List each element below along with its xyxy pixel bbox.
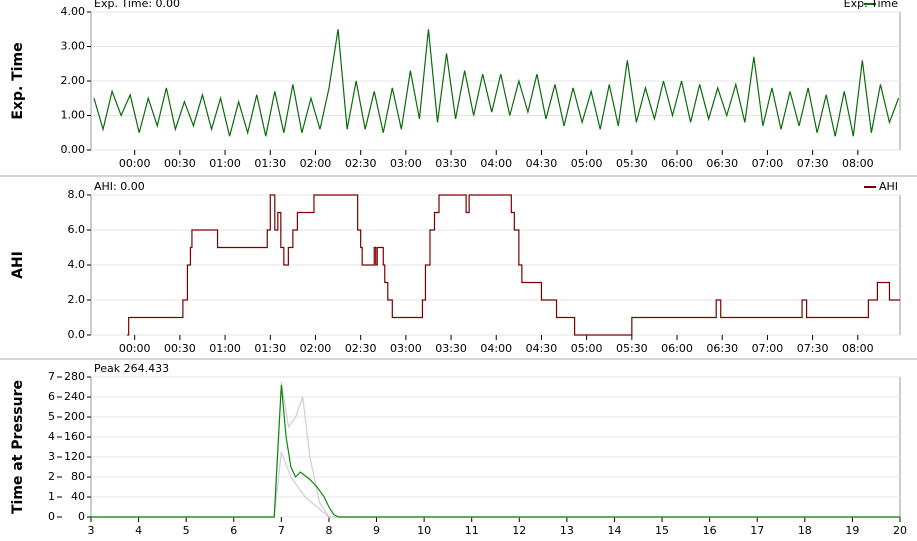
x-tick-label: 03:30 — [435, 157, 467, 170]
y2-tick-label: 3 — [48, 450, 55, 463]
x-tick-label: 8 — [325, 524, 332, 537]
x-tick-label: 4 — [135, 524, 142, 537]
x-tick-label: 04:00 — [480, 342, 512, 355]
x-tick-label: 01:30 — [254, 342, 286, 355]
x-tick-label: 00:00 — [119, 157, 151, 170]
x-tick-label: 05:00 — [571, 342, 603, 355]
y-tick-label: 120 — [64, 450, 85, 463]
y-tick-label: 3.00 — [61, 40, 86, 53]
y-tick-label: 40 — [71, 490, 85, 503]
y-tick-label: 280 — [64, 370, 85, 383]
x-tick-label: 00:00 — [119, 342, 151, 355]
y2-tick-label: 1 — [48, 490, 55, 503]
x-tick-label: 02:00 — [300, 342, 332, 355]
x-tick-label: 06:00 — [661, 342, 693, 355]
x-tick-label: 13 — [560, 524, 574, 537]
y-tick-label: 80 — [71, 470, 85, 483]
x-tick-label: 06:30 — [706, 342, 738, 355]
x-tick-label: 19 — [845, 524, 859, 537]
x-tick-label: 06:00 — [661, 157, 693, 170]
x-tick-label: 01:00 — [209, 342, 241, 355]
x-tick-label: 9 — [373, 524, 380, 537]
x-tick-label: 07:30 — [797, 342, 829, 355]
y-tick-label: 1.00 — [61, 109, 86, 122]
x-tick-label: 5 — [183, 524, 190, 537]
x-tick-label: 04:30 — [526, 342, 558, 355]
x-tick-label: 00:30 — [164, 342, 196, 355]
y-tick-label: 0.0 — [68, 328, 86, 341]
plot-area — [90, 376, 901, 518]
x-tick-label: 06:30 — [706, 157, 738, 170]
x-tick-label: 01:00 — [209, 157, 241, 170]
x-tick-label: 03:00 — [390, 157, 422, 170]
y2-tick-label: 4 — [48, 430, 55, 443]
y-axis-title: Time at Pressure — [10, 380, 26, 514]
data-line — [91, 384, 900, 518]
x-tick-label: 02:00 — [300, 157, 332, 170]
data-line — [127, 194, 900, 336]
y-tick-label: 240 — [64, 390, 85, 403]
panel-header: Peak 264.433 — [94, 362, 169, 375]
x-tick-label: 01:30 — [254, 157, 286, 170]
x-tick-label: 04:00 — [480, 157, 512, 170]
y2-tick-label: 5 — [48, 410, 55, 423]
y-tick-label: 4.0 — [68, 258, 86, 271]
x-tick-label: 02:30 — [345, 157, 377, 170]
x-tick-label: 02:30 — [345, 342, 377, 355]
x-tick-label: 7 — [278, 524, 285, 537]
x-tick-label: 00:30 — [164, 157, 196, 170]
x-tick-label: 14 — [607, 524, 621, 537]
x-tick-label: 15 — [655, 524, 669, 537]
x-tick-label: 08:00 — [842, 342, 874, 355]
y-tick-label: 2.0 — [68, 293, 86, 306]
panel-header: AHI: 0.00 — [94, 180, 145, 193]
y2-tick-label: 0 — [48, 510, 55, 523]
x-tick-label: 04:30 — [526, 157, 558, 170]
data-line — [93, 29, 900, 137]
x-tick-label: 20 — [893, 524, 907, 537]
y-tick-label: 200 — [64, 410, 85, 423]
legend-label: Exp. Time — [844, 0, 899, 10]
y2-tick-label: 2 — [48, 470, 55, 483]
y-tick-label: 8.0 — [68, 188, 86, 201]
x-tick-label: 07:00 — [752, 157, 784, 170]
x-tick-label: 03:30 — [435, 342, 467, 355]
y-tick-label: 2.00 — [61, 74, 86, 87]
x-tick-label: 17 — [750, 524, 764, 537]
y-tick-label: 0.00 — [61, 143, 86, 156]
x-tick-label: 05:30 — [616, 157, 648, 170]
x-tick-label: 16 — [703, 524, 717, 537]
x-tick-label: 6 — [230, 524, 237, 537]
x-tick-label: 07:30 — [797, 157, 829, 170]
y2-tick-label: 6 — [48, 390, 55, 403]
legend-label: AHI — [879, 180, 898, 193]
x-tick-label: 08:00 — [842, 157, 874, 170]
y-tick-label: 6.0 — [68, 223, 86, 236]
panel-header: Exp. Time: 0.00 — [94, 0, 180, 10]
y-tick-label: 0 — [78, 510, 85, 523]
x-tick-label: 10 — [417, 524, 431, 537]
x-tick-label: 12 — [512, 524, 526, 537]
x-tick-label: 3 — [88, 524, 95, 537]
x-tick-label: 11 — [465, 524, 479, 537]
x-tick-label: 03:00 — [390, 342, 422, 355]
x-tick-label: 05:00 — [571, 157, 603, 170]
y2-tick-label: 7 — [48, 370, 55, 383]
y-axis-title: Exp. Time — [10, 42, 26, 119]
y-tick-label: 4.00 — [61, 5, 86, 18]
y-tick-label: 160 — [64, 430, 85, 443]
x-tick-label: 18 — [798, 524, 812, 537]
y-axis-title: AHI — [10, 251, 26, 279]
x-tick-label: 05:30 — [616, 342, 648, 355]
x-tick-label: 07:00 — [752, 342, 784, 355]
